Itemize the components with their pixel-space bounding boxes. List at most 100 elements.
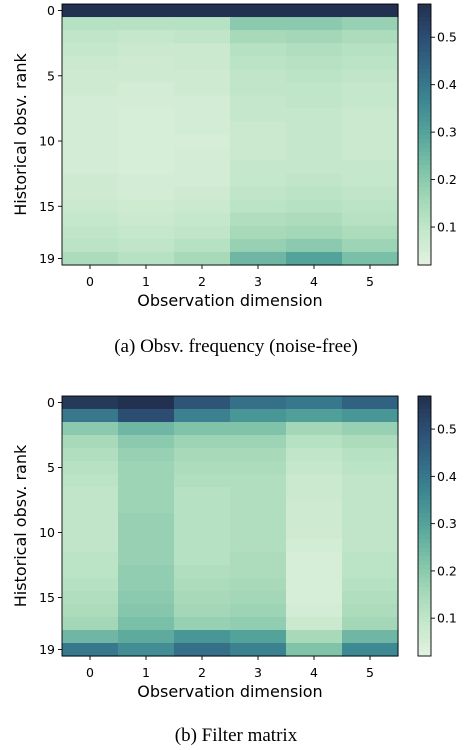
- x-tick-label: 4: [310, 665, 318, 680]
- heatmap-cell-r4-c0: [62, 56, 119, 70]
- colorbar-segment: [418, 212, 431, 218]
- heatmap-cell-r9-c2: [174, 121, 231, 136]
- heatmap-cell-r19-c3: [230, 643, 287, 657]
- heatmap-cell-r4-c2: [174, 448, 231, 462]
- x-tick-label: 0: [86, 665, 94, 680]
- heatmap-cell-r4-c4: [286, 448, 343, 462]
- colorbar-tick-label: 0.3: [437, 516, 457, 531]
- heatmap-cell-r17-c0: [62, 225, 119, 240]
- colorbar-segment: [418, 638, 431, 644]
- heatmap-cell-r10-c4: [286, 526, 343, 540]
- heatmap-cell-r15-c3: [230, 591, 287, 605]
- heatmap-cell-r3-c2: [174, 43, 231, 57]
- heatmap-cell-r19-c2: [174, 251, 231, 266]
- colorbar-segment: [418, 204, 431, 210]
- heatmap-cell-r11-c1: [118, 147, 175, 162]
- heatmap-cell-r1-c3: [230, 409, 287, 423]
- colorbar-segment: [418, 43, 431, 49]
- colorbar-segment: [418, 651, 431, 657]
- heatmap-cell-r2-c0: [62, 422, 119, 436]
- heatmap-cell-r8-c4: [286, 500, 343, 514]
- heatmap-cell-r18-c5: [342, 238, 399, 253]
- heatmap-cell-r16-c1: [118, 212, 175, 227]
- heatmap-cell-r14-c1: [118, 578, 175, 592]
- heatmap-cell-r3-c3: [230, 43, 287, 57]
- heatmap-cell-r4-c1: [118, 56, 175, 70]
- heatmap-cell-r13-c4: [286, 565, 343, 579]
- heatmap-cell-r12-c3: [230, 160, 287, 175]
- heatmap-cell-r19-c3: [230, 251, 287, 266]
- colorbar-segment: [418, 112, 431, 118]
- colorbar-segment: [418, 604, 431, 609]
- y-axis-label: Historical obsv. rank: [11, 53, 30, 216]
- colorbar-segment: [418, 4, 431, 9]
- colorbar-segment: [418, 591, 431, 596]
- heatmap-cell-r15-c0: [62, 591, 119, 605]
- colorbar-tick-label: 0.4: [437, 77, 457, 92]
- heatmap-cell-r4-c0: [62, 448, 119, 462]
- colorbar-segment: [418, 430, 431, 436]
- colorbar-frame: [417, 3, 432, 266]
- colorbar-segment: [418, 560, 431, 566]
- heatmap-cell-r1-c1: [118, 409, 175, 423]
- heatmap-cell-r1-c2: [174, 409, 231, 423]
- heatmap-cell-r0-c5: [342, 396, 399, 410]
- heatmap-cell-r2-c2: [174, 422, 231, 436]
- heatmap-cell-r18-c3: [230, 238, 287, 253]
- heatmap-cell-r4-c5: [342, 448, 399, 462]
- heatmap-cell-r14-c4: [286, 578, 343, 592]
- colorbar-segment: [418, 230, 431, 236]
- colorbar-segment: [418, 413, 431, 419]
- heatmap-cell-r7-c2: [174, 487, 231, 501]
- colorbar-segment: [418, 17, 431, 22]
- heatmap-cell-r13-c1: [118, 565, 175, 579]
- heatmap-cell-r12-c1: [118, 160, 175, 175]
- heatmap-cell-r3-c4: [286, 43, 343, 57]
- colorbar-segment: [418, 526, 431, 531]
- x-tick-label: 3: [254, 665, 262, 680]
- figure-caption: (a) Obsv. frequency (noise-free): [114, 336, 358, 357]
- colorbar-segment: [418, 565, 431, 570]
- colorbar-segment: [418, 73, 431, 79]
- x-tick-label: 1: [142, 274, 150, 289]
- colorbar-segment: [418, 130, 431, 136]
- heatmap-cell-r0-c0: [62, 4, 119, 18]
- heatmap-cell-r13-c1: [118, 173, 175, 188]
- colorbar-segment: [418, 217, 431, 223]
- heatmap-cell-r11-c5: [342, 147, 399, 162]
- heatmap-cell-r3-c5: [342, 435, 399, 449]
- heatmap-cell-r9-c0: [62, 513, 119, 527]
- colorbar-segment: [418, 621, 431, 627]
- heatmap-cell-r2-c3: [230, 422, 287, 436]
- heatmap-cell-r18-c2: [174, 630, 231, 644]
- heatmap-cell-r0-c5: [342, 4, 399, 18]
- heatmap-cell-r7-c4: [286, 95, 343, 109]
- heatmap-cell-r7-c1: [118, 95, 175, 109]
- colorbar-segment: [418, 86, 431, 92]
- colorbar-tick-label: 0.4: [437, 469, 457, 484]
- x-tick-label: 5: [366, 665, 374, 680]
- colorbar: 0.1 0.2 0.3 0.4 0.5: [417, 3, 457, 266]
- colorbar-segment: [418, 521, 431, 527]
- colorbar-segment: [418, 396, 431, 401]
- heatmap-cell-r2-c1: [118, 422, 175, 436]
- heatmap-cell-r2-c5: [342, 30, 399, 44]
- x-axis-label: Observation dimension: [137, 291, 322, 310]
- heatmap-cell-r15-c2: [174, 199, 231, 214]
- heatmap-cell-r19-c2: [174, 643, 231, 657]
- x-tick-label: 0: [86, 274, 94, 289]
- heatmap-cell-r18-c4: [286, 238, 343, 253]
- heatmap-cell-r7-c0: [62, 95, 119, 109]
- heatmap-cell-r15-c5: [342, 591, 399, 605]
- heatmap-cell-r8-c1: [118, 500, 175, 514]
- heatmap-cell-r1-c4: [286, 409, 343, 423]
- heatmap-cell-r10-c0: [62, 134, 119, 149]
- colorbar-segment: [418, 573, 431, 579]
- heatmap-cell-r18-c5: [342, 630, 399, 644]
- heatmap-cell-r10-c2: [174, 134, 231, 149]
- y-axis-label: Historical obsv. rank: [11, 444, 30, 607]
- heatmap-cell-r16-c3: [230, 212, 287, 227]
- heatmap-cell-r0-c2: [174, 4, 231, 18]
- colorbar-segment: [418, 448, 431, 453]
